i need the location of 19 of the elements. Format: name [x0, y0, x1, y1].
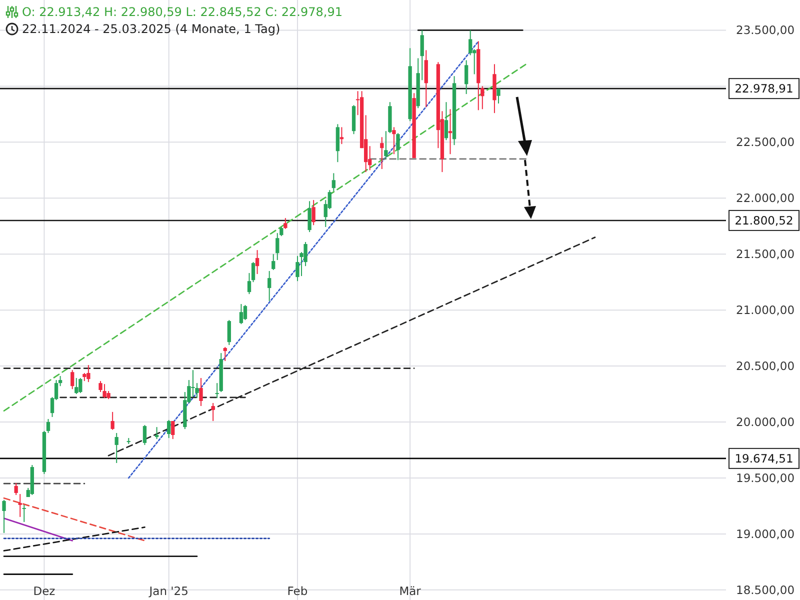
y-tick-label: 21.000,00	[736, 303, 795, 318]
ref-line-label: 21.800,52	[734, 213, 794, 228]
y-tick-label: 22.500,00	[736, 135, 795, 150]
x-tick-label: Dez	[33, 584, 56, 598]
y-tick-label: 20.500,00	[736, 359, 795, 374]
y-tick-label: 20.000,00	[736, 415, 795, 430]
ref-line-label: 19.674,51	[734, 451, 794, 466]
text: 22.11.2024 - 25.03.2025 (4 Monate, 1 Tag)	[22, 22, 280, 36]
y-tick-label: 22.000,00	[736, 191, 795, 206]
x-tick-label: Feb	[287, 584, 308, 598]
y-tick-label: 19.500,00	[736, 470, 795, 485]
y-tick-label: 21.500,00	[736, 247, 795, 262]
ref-line-label: 22.978,91	[734, 82, 794, 96]
x-tick-label: Jan '25	[148, 584, 188, 598]
y-tick-label: 18.500,00	[736, 582, 795, 597]
y-tick-label: 23.500,00	[736, 23, 795, 38]
y-tick-label: 19.000,00	[736, 526, 795, 541]
chart-title: O: 22.913,42 H: 22.980,59 L: 22.845,52 C: 22.978,91	[22, 5, 342, 19]
x-tick-label: Mär	[399, 584, 422, 598]
